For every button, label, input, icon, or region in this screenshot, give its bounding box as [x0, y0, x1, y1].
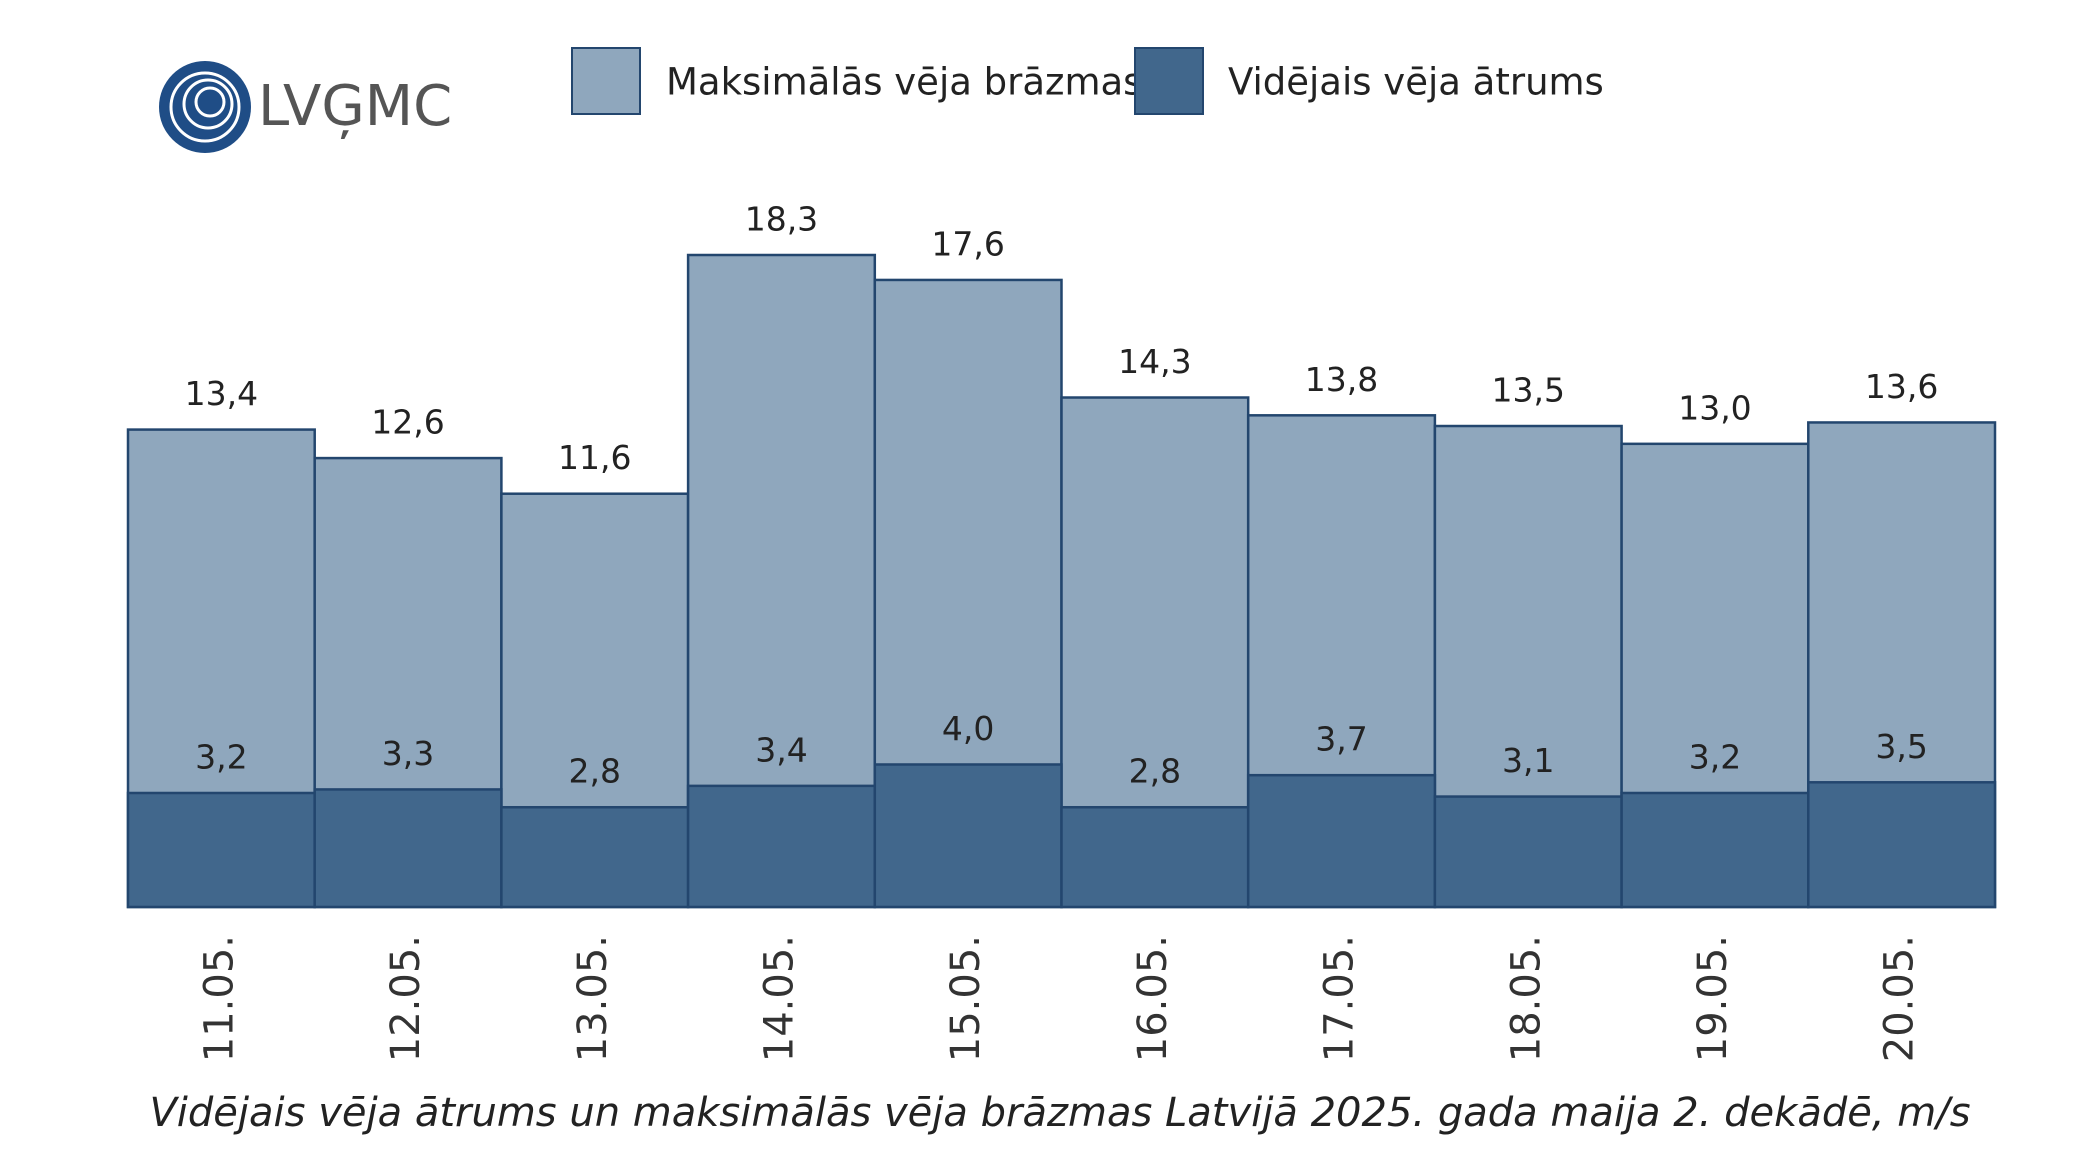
x-tick-label: 14.05.: [756, 935, 802, 1062]
value-label: 3,1: [1502, 741, 1554, 780]
value-label: 2,8: [1129, 752, 1181, 791]
logo: LVĢMC: [159, 61, 452, 153]
chart-title: Vidējais vēja ātrums un maksimālās vēja …: [149, 1090, 1970, 1136]
logo-ring: [182, 78, 234, 130]
legend-label: Vidējais vēja ātrums: [1228, 61, 1604, 104]
logo-circle: [159, 61, 251, 153]
value-label: 18,3: [745, 200, 818, 239]
bar: [1620, 791, 1810, 909]
logo-text: LVĢMC: [258, 74, 452, 140]
bar: [313, 788, 503, 909]
bar: [686, 784, 877, 909]
value-label: 3,7: [1315, 720, 1367, 759]
bar: [873, 763, 1063, 909]
x-tick-label: 13.05.: [570, 935, 616, 1062]
value-label: 13,6: [1865, 367, 1938, 406]
value-label: 2,8: [569, 752, 621, 791]
value-label: 3,5: [1875, 727, 1927, 766]
x-tick-label: 11.05.: [196, 935, 242, 1062]
bar: [1246, 773, 1437, 909]
bar: [500, 805, 690, 909]
bar: [126, 791, 316, 909]
value-label: 17,6: [931, 224, 1004, 263]
x-tick-label: 20.05.: [1877, 935, 1923, 1062]
value-label: 3,3: [382, 734, 434, 773]
logo-ring: [169, 71, 241, 143]
legend-swatch: [571, 47, 641, 115]
x-tick-label: 19.05.: [1690, 935, 1736, 1062]
value-label: 4,0: [942, 709, 994, 748]
value-label: 12,6: [371, 403, 444, 442]
value-label: 13,4: [185, 374, 258, 413]
value-label: 13,5: [1492, 371, 1565, 410]
x-tick-label: 16.05.: [1130, 935, 1176, 1062]
legend-swatch: [1134, 47, 1204, 115]
bar: [1807, 781, 1997, 909]
bar: [1433, 795, 1623, 909]
value-label: 14,3: [1118, 342, 1191, 381]
x-tick-label: 12.05.: [383, 935, 429, 1062]
value-label: 11,6: [558, 438, 631, 477]
x-tick-label: 18.05.: [1503, 935, 1549, 1062]
value-label: 13,0: [1678, 388, 1751, 427]
value-label: 3,2: [1689, 737, 1741, 776]
value-label: 3,4: [755, 730, 807, 769]
logo-ring: [194, 86, 226, 118]
x-tick-label: 17.05.: [1317, 935, 1363, 1062]
x-tick-label: 15.05.: [943, 935, 989, 1062]
value-label: 13,8: [1305, 360, 1378, 399]
value-label: 3,2: [195, 737, 247, 776]
legend-label: Maksimālās vēja brāzmas: [666, 61, 1142, 104]
bar: [1060, 805, 1250, 909]
